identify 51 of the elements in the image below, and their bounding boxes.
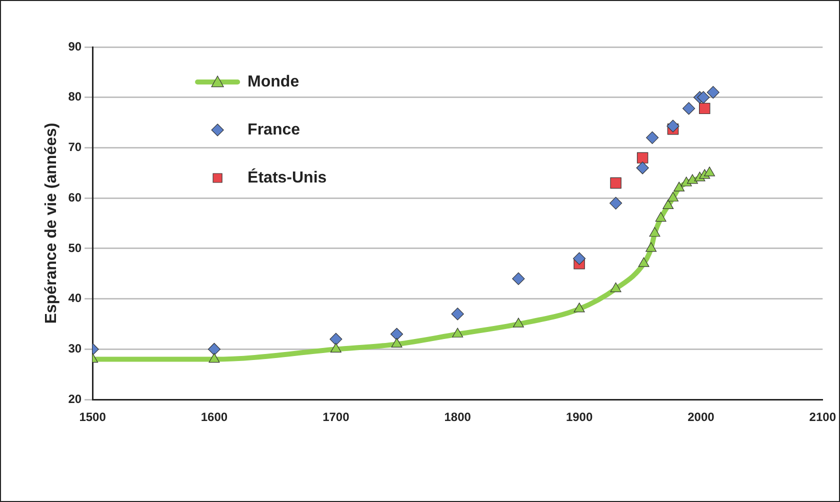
point <box>451 308 464 320</box>
point <box>391 338 402 348</box>
point <box>610 177 622 189</box>
y-tick-label: 90 <box>68 39 82 54</box>
legend-label: Monde <box>248 73 300 90</box>
point <box>512 318 524 328</box>
point <box>452 328 464 338</box>
point <box>330 342 342 353</box>
x-tick-label: 1500 <box>79 410 106 424</box>
x-tick-label: 2100 <box>809 410 836 424</box>
point <box>390 328 404 340</box>
legend-label: États-Unis <box>248 167 327 186</box>
point <box>330 332 342 346</box>
x-tick-label: 1700 <box>322 410 350 424</box>
y-tick-label: 60 <box>68 190 82 204</box>
point <box>655 212 666 222</box>
point <box>208 353 220 363</box>
x-tick-label: 1800 <box>444 410 472 424</box>
point <box>646 242 657 252</box>
y-axis-title: Espérance de vie (années) <box>43 122 60 324</box>
point <box>662 199 674 209</box>
y-tick-label: 80 <box>68 90 82 104</box>
x-tick-label: 1600 <box>200 410 228 424</box>
point <box>636 162 649 174</box>
point <box>208 342 221 356</box>
y-tick-label: 50 <box>68 240 82 255</box>
point <box>674 182 685 192</box>
point <box>636 152 648 164</box>
x-tick-label: 1900 <box>566 410 593 424</box>
point <box>706 86 720 99</box>
point <box>512 272 525 286</box>
point <box>667 192 678 202</box>
point <box>697 91 710 104</box>
point <box>704 166 715 176</box>
point <box>686 174 698 184</box>
point <box>572 252 586 265</box>
x-tick-label: 2000 <box>688 410 715 424</box>
point <box>699 102 710 114</box>
y-tick-label: 40 <box>68 291 82 306</box>
y-tick-label: 30 <box>68 342 82 356</box>
point <box>574 302 585 312</box>
point <box>638 257 650 267</box>
y-tick-label: 70 <box>68 140 82 154</box>
y-tick-label: 20 <box>68 392 82 406</box>
point <box>646 131 659 144</box>
point <box>666 120 680 132</box>
point <box>682 102 696 115</box>
point <box>610 282 622 292</box>
legend-label: France <box>248 121 300 138</box>
point <box>609 196 622 210</box>
point <box>649 227 660 237</box>
